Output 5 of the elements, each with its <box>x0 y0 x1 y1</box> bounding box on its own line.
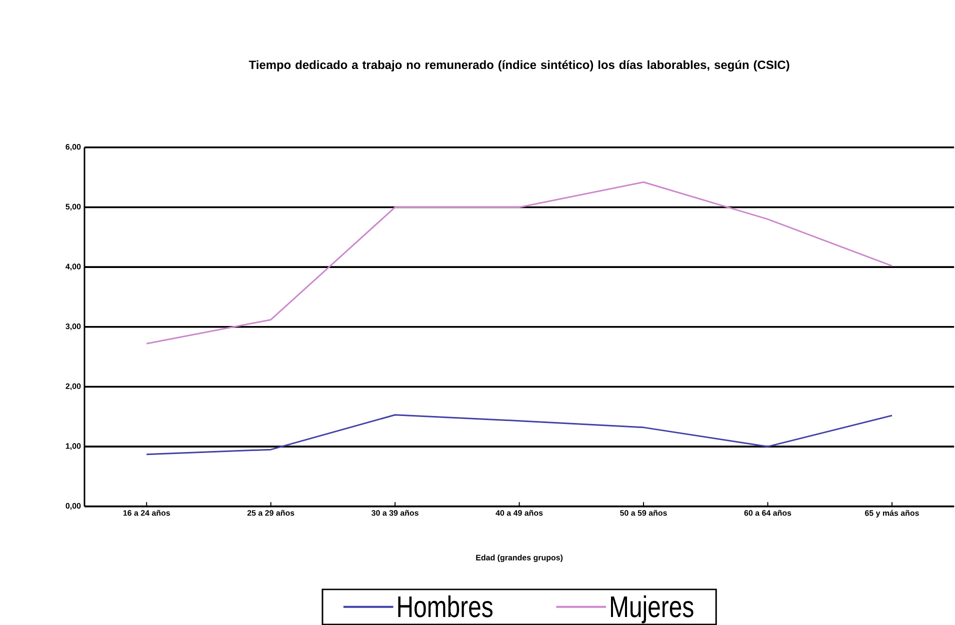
line-series <box>146 181 893 344</box>
legend-label: Hombres <box>398 595 492 618</box>
legend-label: Mujeres <box>611 595 694 624</box>
line-series <box>146 414 893 455</box>
chart-title: Tiempo dedicado a trabajo no remunerado (índice sintético) los días laborables, según (CSIC) <box>248 60 790 72</box>
